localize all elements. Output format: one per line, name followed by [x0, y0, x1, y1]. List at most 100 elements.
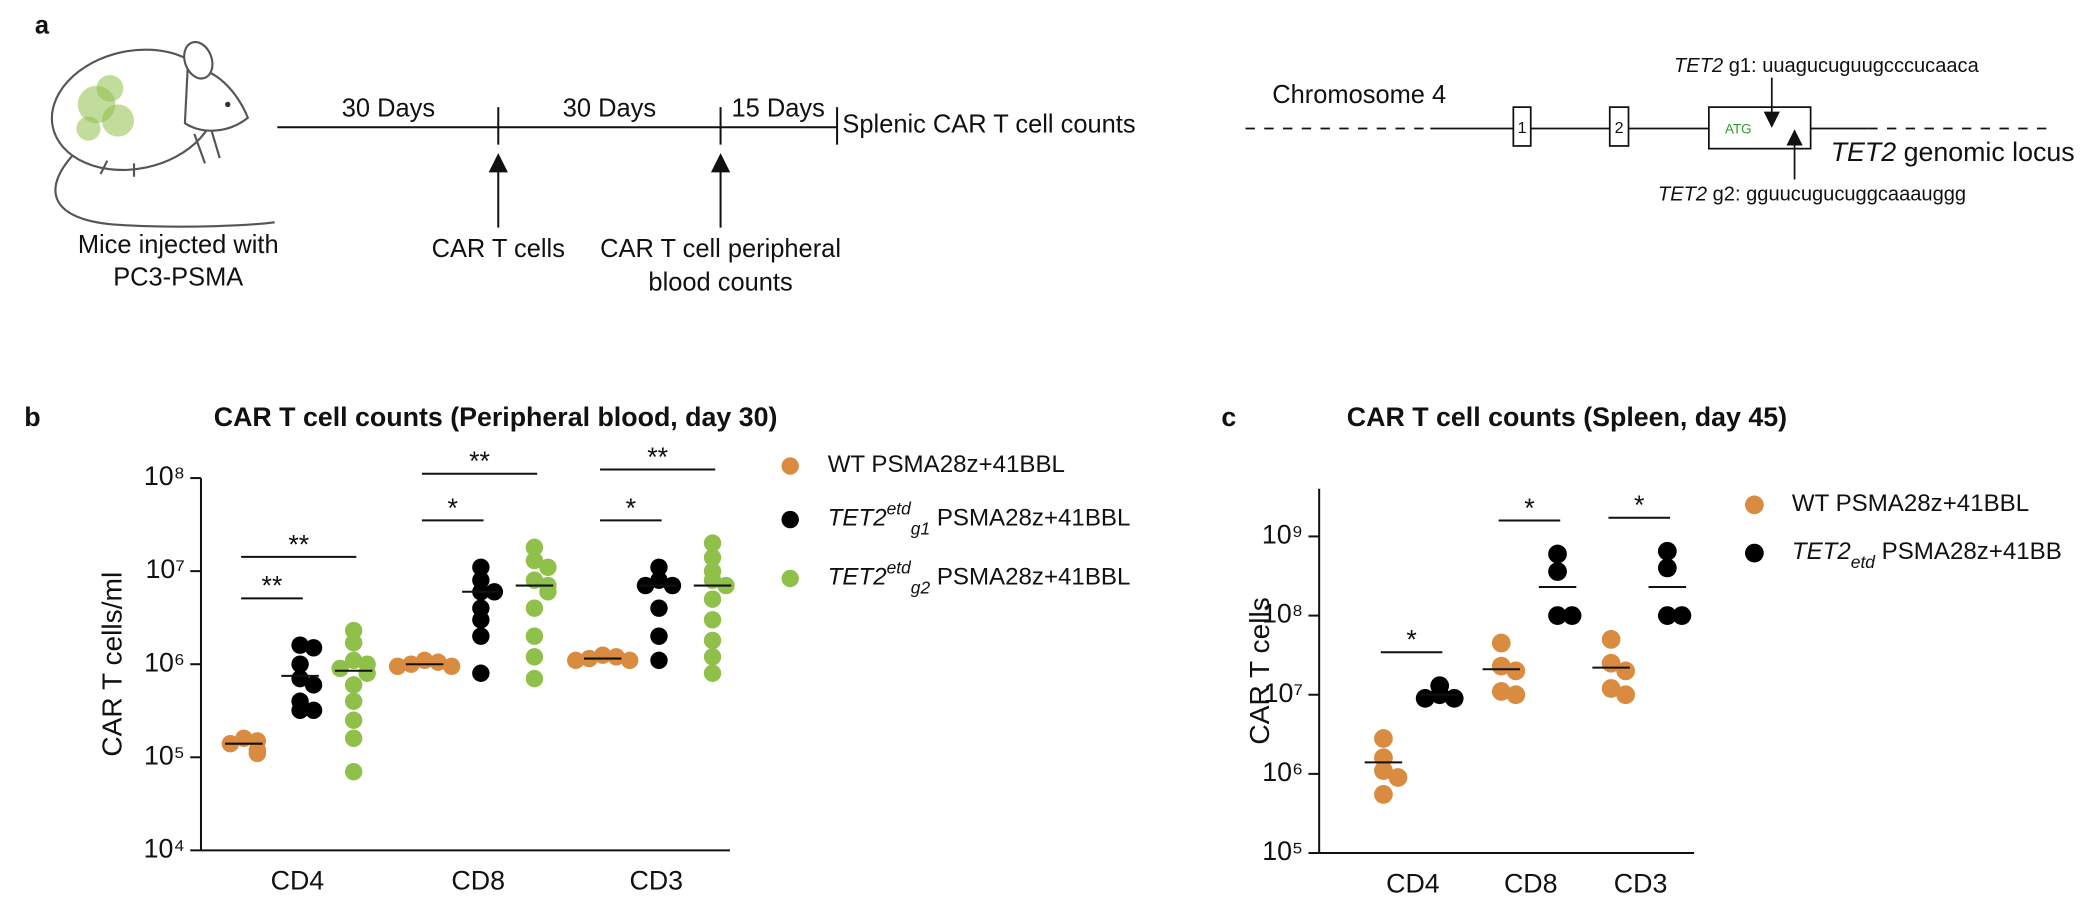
data-point	[358, 664, 376, 682]
data-point	[472, 664, 490, 682]
y-tick-label: 10⁸	[1262, 599, 1303, 629]
data-point	[1548, 562, 1567, 581]
legend-text-part: PSMA28z+41BB	[1875, 538, 2062, 565]
data-point	[291, 655, 309, 673]
x-tick-label: CD8	[451, 866, 505, 896]
data-point	[1672, 606, 1692, 625]
x-tick-label: CD4	[1386, 868, 1440, 898]
event-label: CAR T cells	[432, 235, 565, 263]
data-point	[650, 558, 668, 576]
event-label: blood counts	[648, 269, 792, 297]
y-tick-label: 10⁴	[144, 833, 185, 863]
significance-label: *	[626, 493, 636, 523]
mouse-caption: Mice injected with	[78, 231, 279, 259]
data-point	[650, 599, 668, 617]
data-point	[1374, 785, 1393, 804]
data-point	[1506, 685, 1526, 705]
significance-label: **	[288, 529, 309, 559]
data-point	[607, 648, 625, 666]
data-point	[1444, 688, 1464, 708]
data-point	[650, 627, 668, 645]
significance-label: *	[1634, 490, 1644, 520]
y-axis-label: CAR T cells	[1244, 597, 1275, 744]
legend-text-part: etd	[887, 498, 913, 518]
data-point	[1657, 558, 1677, 578]
legend-text-part: g1	[911, 518, 930, 538]
interval-label: 30 Days	[342, 95, 435, 123]
x-tick-label: CD3	[630, 866, 684, 896]
legend-label: TET2etd PSMA28z+41BB	[1792, 538, 2062, 571]
significance-label: *	[448, 493, 458, 523]
data-point	[1548, 606, 1567, 625]
legend-text-part: WT PSMA28z+41BBL	[828, 451, 1065, 478]
y-tick-label: 10⁵	[1262, 836, 1303, 866]
data-point	[304, 701, 323, 719]
significance-label: **	[469, 446, 490, 476]
data-point	[291, 701, 309, 719]
data-point	[703, 664, 722, 682]
data-point	[344, 692, 363, 710]
interval-label: 30 Days	[563, 95, 656, 123]
data-point	[344, 634, 363, 652]
y-tick-label: 10⁶	[144, 647, 185, 677]
data-point	[1616, 685, 1636, 705]
data-point	[621, 651, 639, 670]
y-tick-label: 10⁹	[1262, 520, 1303, 550]
data-point	[703, 611, 722, 629]
y-axis-label: CAR T cells/ml	[96, 572, 127, 757]
mouse-illustration	[50, 40, 275, 228]
data-point	[703, 631, 722, 650]
legend-marker	[781, 457, 799, 475]
legend-marker	[781, 569, 799, 588]
timeline	[277, 107, 839, 228]
mouse-caption: PC3-PSMA	[113, 263, 243, 291]
exon-label: 2	[1615, 119, 1624, 137]
chromosome-label: Chromosome 4	[1272, 81, 1446, 109]
data-point	[1491, 682, 1511, 701]
data-point	[344, 676, 363, 694]
data-point	[291, 636, 309, 654]
y-tick-label: 10⁷	[1264, 678, 1303, 708]
panel-label: b	[24, 402, 40, 432]
data-point	[703, 534, 722, 552]
data-point	[567, 651, 585, 670]
x-tick-label: CD8	[1504, 868, 1558, 898]
data-point	[703, 548, 722, 567]
data-point	[472, 611, 490, 629]
chart-title: CAR T cell counts (Spleen, day 45)	[1347, 402, 1787, 432]
data-point	[1374, 729, 1393, 748]
gene-name: TET2	[1674, 55, 1723, 77]
guide-label: TET2 g2: gguucugucuggcaaauggg	[1658, 184, 1966, 206]
data-point	[1491, 656, 1511, 676]
data-point	[1548, 544, 1567, 564]
legend-text-part: WT PSMA28z+41BBL	[1792, 490, 2029, 517]
x-tick-label: CD4	[271, 866, 325, 896]
gene-name: TET2	[1831, 137, 1897, 167]
legend-text-part: TET2	[828, 564, 888, 591]
legend-text-part: etd	[887, 557, 913, 577]
data-point	[442, 657, 461, 675]
start-codon: ATG	[1725, 121, 1752, 136]
data-point	[344, 621, 363, 640]
legend-marker	[781, 510, 799, 529]
y-tick-label: 10⁶	[1262, 757, 1303, 787]
panel-label: a	[35, 12, 50, 40]
data-point	[525, 599, 544, 617]
legend-marker	[1745, 495, 1764, 515]
legend-text-part: etd	[1851, 552, 1877, 572]
legend-text-part: TET2	[1792, 538, 1852, 565]
legend-marker	[1745, 543, 1764, 563]
data-point	[472, 627, 490, 645]
significance-label: **	[262, 571, 283, 601]
legend-label: WT PSMA28z+41BBL	[1792, 490, 2029, 517]
data-point	[235, 729, 253, 747]
data-point	[429, 653, 447, 671]
timeline-end-label: Splenic CAR T cell counts	[842, 111, 1135, 139]
data-point	[1562, 606, 1582, 625]
y-tick-label: 10⁸	[144, 461, 185, 491]
data-point	[703, 571, 722, 589]
data-point	[539, 558, 557, 576]
data-point	[1601, 679, 1621, 698]
